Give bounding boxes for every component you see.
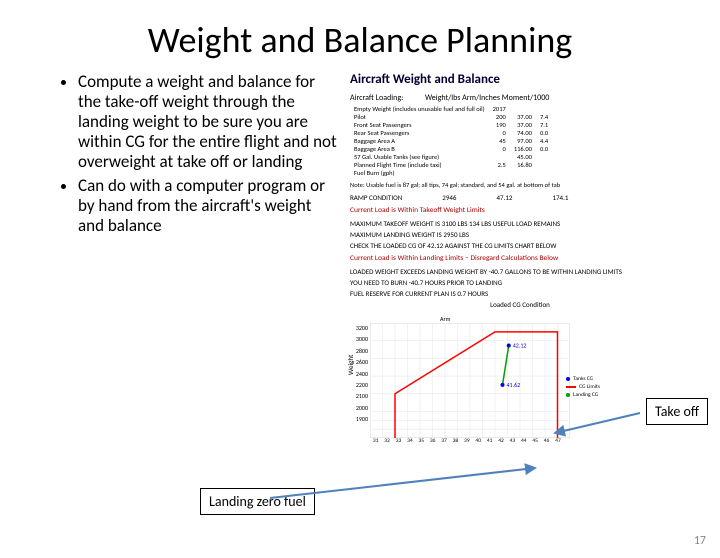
wb-note: Note: Usable fuel is 87 gal; all tips, 7…: [350, 181, 690, 189]
wb-cell: [489, 153, 510, 161]
wb-cell: [536, 161, 552, 169]
wb-red2: Current Load is Within Landing Limits – …: [350, 254, 690, 263]
wb-cell: 16.80: [510, 161, 536, 169]
chart-legend: Tanks CGCG LimitsLanding CG: [566, 375, 600, 399]
wb-cell: Pilot: [350, 113, 489, 121]
ramp-weight: 2946: [442, 193, 456, 202]
callout-landing: Landing zero fuel: [200, 488, 315, 515]
wb-cell: 74.00: [510, 129, 536, 137]
wb-line: MAXIMUM LANDING WEIGHT IS 2950 LBS: [350, 230, 690, 239]
wb-cell: 45: [489, 137, 510, 145]
wb-landing-line: LOADED WEIGHT EXCEEDS LANDING WEIGHT BY …: [350, 267, 690, 276]
wb-cell: 7.4: [536, 113, 552, 121]
bullet-column: Compute a weight and balance for the tak…: [60, 72, 340, 445]
wb-cell: [510, 105, 536, 113]
wb-cell: 116.00: [510, 145, 536, 153]
wb-cg-label: Loaded CG Condition: [350, 300, 690, 309]
wb-cell: 57 Gal. Usable Tanks (see figure): [350, 153, 489, 161]
ramp-moment: 174.1: [552, 193, 568, 202]
wb-cell: 0.0: [536, 145, 552, 153]
chart-plot: 42.12 41.62: [370, 323, 570, 438]
bullet-item: Can do with a computer program or by han…: [78, 176, 340, 236]
wb-cell: Front Seat Passengers: [350, 121, 489, 129]
wb-cell: 37.00: [510, 113, 536, 121]
wb-columns-text: Weight/lbs Arm/Inches Moment/1000: [425, 93, 549, 103]
svg-text:41.62: 41.62: [507, 381, 521, 389]
wb-cell: 0: [489, 129, 510, 137]
wb-cell: 200: [489, 113, 510, 121]
wb-cell: 37.00: [510, 121, 536, 129]
slide-title: Weight and Balance Planning: [0, 18, 720, 62]
wb-cell: 0: [489, 145, 510, 153]
wb-red1: Current Load is Within Takeoff Weight Li…: [350, 206, 690, 215]
wb-cell: 45.00: [510, 153, 536, 161]
bullet-list: Compute a weight and balance for the tak…: [60, 72, 340, 236]
wb-cell: Baggage Area A: [350, 137, 489, 145]
wb-reserve: FUEL RESERVE FOR CURRENT PLAN IS 0.7 HOU…: [350, 289, 690, 298]
wb-cell: Baggage Area B: [350, 145, 489, 153]
wb-cell: Empty Weight (includes unusable fuel and…: [350, 105, 489, 113]
wb-cell: [536, 169, 552, 177]
wb-cell: 0.0: [536, 129, 552, 137]
worksheet-column: Aircraft Weight and Balance Aircraft Loa…: [350, 72, 690, 445]
cg-chart: Arm Weight 32003000280026002400220021002…: [350, 315, 600, 445]
chart-xticks: 3132333435363738394041424344454647: [370, 438, 564, 444]
wb-heading: Aircraft Weight and Balance: [350, 72, 690, 87]
wb-loading-text: Aircraft Loading:: [350, 93, 403, 103]
chart-xlabel: Arm: [440, 315, 450, 323]
bullet-item: Compute a weight and balance for the tak…: [78, 72, 340, 172]
ramp-label: RAMP CONDITION: [350, 193, 402, 202]
wb-cell: 190: [489, 121, 510, 129]
content-row: Compute a weight and balance for the tak…: [0, 72, 720, 445]
wb-cell: 4.4: [536, 137, 552, 145]
wb-cell: 2.5: [489, 161, 510, 169]
wb-cell: Rear Seat Passengers: [350, 129, 489, 137]
wb-line: MAXIMUM TAKEOFF WEIGHT IS 3100 LBS 134 L…: [350, 219, 690, 228]
wb-table: Empty Weight (includes unusable fuel and…: [350, 105, 552, 177]
wb-cell: [510, 169, 536, 177]
wb-cell: 7.1: [536, 121, 552, 129]
svg-text:42.12: 42.12: [513, 341, 527, 349]
wb-cell: [536, 153, 552, 161]
page-number: 17: [694, 534, 706, 548]
ramp-row: RAMP CONDITION 2946 47.12 174.1: [350, 193, 690, 202]
ramp-cg: 47.12: [496, 193, 512, 202]
callout-takeoff: Take off: [646, 398, 708, 425]
wb-loading-label: Aircraft Loading: Weight/lbs Arm/Inches …: [350, 93, 690, 103]
wb-cell: Planned Flight Time (include taxi): [350, 161, 489, 169]
wb-cell: Fuel Burn (gph): [350, 169, 489, 177]
wb-cell: 2017: [489, 105, 510, 113]
wb-cell: [536, 105, 552, 113]
wb-cell: [489, 169, 510, 177]
wb-check: CHECK THE LOADED CG OF 42.12 AGAINST THE…: [350, 241, 690, 250]
chart-yticks: 320030002800260024002200210020001900: [350, 323, 368, 426]
wb-landing-line: YOU NEED TO BURN -40.7 HOURS PRIOR TO LA…: [350, 278, 690, 287]
wb-cell: 97.00: [510, 137, 536, 145]
